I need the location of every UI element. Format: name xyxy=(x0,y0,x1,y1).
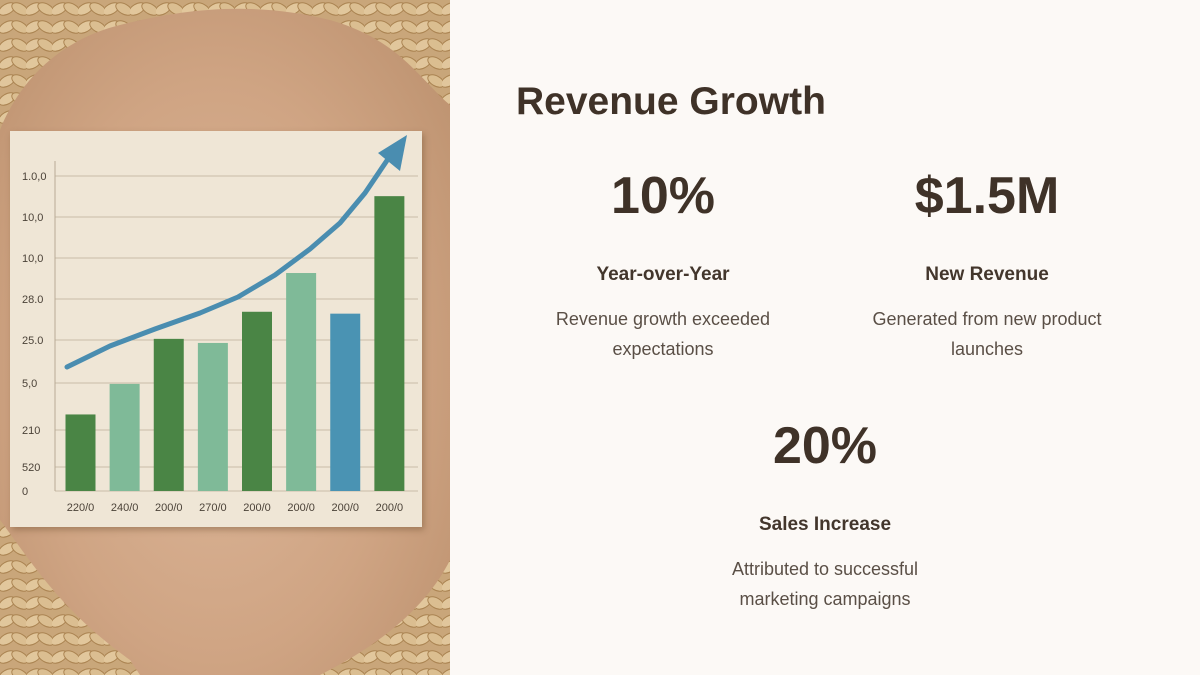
bar xyxy=(286,273,317,491)
bar xyxy=(242,311,272,491)
bar xyxy=(153,338,184,491)
x-tick-label: 200/0 xyxy=(376,502,404,514)
stat-value: 20% xyxy=(772,417,878,475)
stat-value: 10% xyxy=(610,167,716,225)
chart-y-tick-labels: 1.0,0 10,0 10,0 28.0 25.0 5,0 210 520 0 xyxy=(22,171,46,498)
slide-title: Revenue Growth xyxy=(516,80,826,123)
stat-value: $1.5M xyxy=(914,167,1060,225)
trend-arrow xyxy=(64,135,407,370)
y-tick-label: 10,0 xyxy=(22,212,43,224)
y-tick-label: 5,0 xyxy=(22,378,37,390)
x-tick-label: 220/0 xyxy=(67,502,95,514)
y-tick-label: 520 xyxy=(22,462,40,474)
stat-description: Attributed to successful marketing campa… xyxy=(731,559,919,609)
chart-bars xyxy=(65,196,405,491)
chart-x-tick-labels: 220/0 240/0 200/0 270/0 200/0 200/0 200/0 200/0 xyxy=(67,502,403,514)
x-tick-label: 270/0 xyxy=(199,502,227,514)
y-tick-label: 1.0,0 xyxy=(22,171,46,183)
bar-chart: 1.0,0 10,0 10,0 28.0 25.0 5,0 210 520 0 220/0 240… xyxy=(22,135,418,514)
trend-line xyxy=(64,156,391,370)
x-tick-label: 200/0 xyxy=(155,502,183,514)
stat-label: New Revenue xyxy=(925,264,1049,285)
stat-label: Year-over-Year xyxy=(596,264,730,285)
trend-arrowhead xyxy=(378,135,407,171)
bar xyxy=(65,414,96,491)
chart-photo: 1.0,0 10,0 10,0 28.0 25.0 5,0 210 520 0 220/0 240… xyxy=(0,0,450,675)
y-tick-label: 28.0 xyxy=(22,294,43,306)
x-tick-label: 200/0 xyxy=(243,502,271,514)
bar xyxy=(374,196,405,491)
woven-basket-decoration xyxy=(0,0,450,675)
y-tick-label: 10,0 xyxy=(22,253,43,265)
chart-card: 1.0,0 10,0 10,0 28.0 25.0 5,0 210 520 0 220/0 240… xyxy=(10,131,422,527)
x-tick-label: 200/0 xyxy=(287,502,315,514)
bar xyxy=(109,383,140,491)
x-tick-label: 200/0 xyxy=(331,502,359,514)
stat-description: Revenue growth exceeded expectations xyxy=(555,309,771,359)
bar xyxy=(330,313,361,491)
y-tick-label: 0 xyxy=(22,486,28,498)
stat-label: Sales Increase xyxy=(758,514,892,535)
y-tick-label: 25.0 xyxy=(22,335,43,347)
stat-new-revenue: $1.5M New Revenue Generated from new pro… xyxy=(827,166,1147,364)
x-tick-label: 240/0 xyxy=(111,502,139,514)
bar xyxy=(197,342,228,491)
stat-description: Generated from new product launches xyxy=(872,309,1102,359)
stat-sales-increase: 20% Sales Increase Attributed to success… xyxy=(665,416,985,614)
chart-grid xyxy=(54,161,418,492)
stat-year-over-year: 10% Year-over-Year Revenue growth exceed… xyxy=(503,166,823,364)
y-tick-label: 210 xyxy=(22,425,40,437)
